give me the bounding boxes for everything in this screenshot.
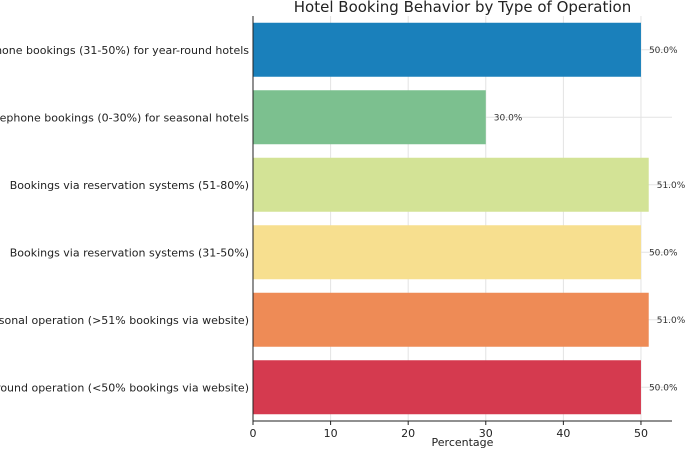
x-axis-title: Percentage (432, 436, 494, 449)
data-label-5: 50.0% (649, 383, 678, 393)
category-label-2: Bookings via reservation systems (51-80%… (10, 179, 249, 192)
bars-group (253, 22, 649, 415)
data-label-0: 50.0% (649, 46, 678, 56)
category-labels: Telephone bookings (31-50%) for year-rou… (0, 44, 249, 395)
category-label-3: Bookings via reservation systems (31-50%… (10, 246, 249, 259)
data-label-2: 51.0% (657, 181, 685, 191)
bar-1 (253, 90, 486, 145)
x-tick-label-30: 30 (479, 427, 493, 440)
bar-0 (253, 22, 641, 77)
bar-3 (253, 225, 641, 280)
category-label-4: Seasonal operation (>51% bookings via we… (0, 314, 249, 327)
axes (252, 16, 672, 422)
data-labels: 50.0% 30.0% 51.0% 50.0% 51.0% 50.0% (494, 46, 685, 394)
x-tick-label-10: 10 (324, 427, 338, 440)
bar-5 (253, 360, 641, 415)
category-label-5: Year-round operation (<50% bookings via … (0, 381, 249, 394)
bar-2 (253, 157, 649, 212)
data-label-3: 50.0% (649, 248, 678, 258)
x-tick-label-0: 0 (250, 427, 257, 440)
category-label-1: Telephone bookings (0-30%) for seasonal … (0, 111, 249, 124)
chart-title: Hotel Booking Behavior by Type of Operat… (294, 0, 631, 16)
x-tick-label-20: 20 (401, 427, 415, 440)
data-label-1: 30.0% (494, 113, 523, 123)
data-label-4: 51.0% (657, 316, 685, 326)
x-tick-label-40: 40 (556, 427, 570, 440)
bar-4 (253, 292, 649, 347)
category-label-0: Telephone bookings (31-50%) for year-rou… (0, 44, 249, 57)
x-tick-label-50: 50 (634, 427, 648, 440)
x-ticks: 0 10 20 30 40 50 (250, 421, 648, 440)
